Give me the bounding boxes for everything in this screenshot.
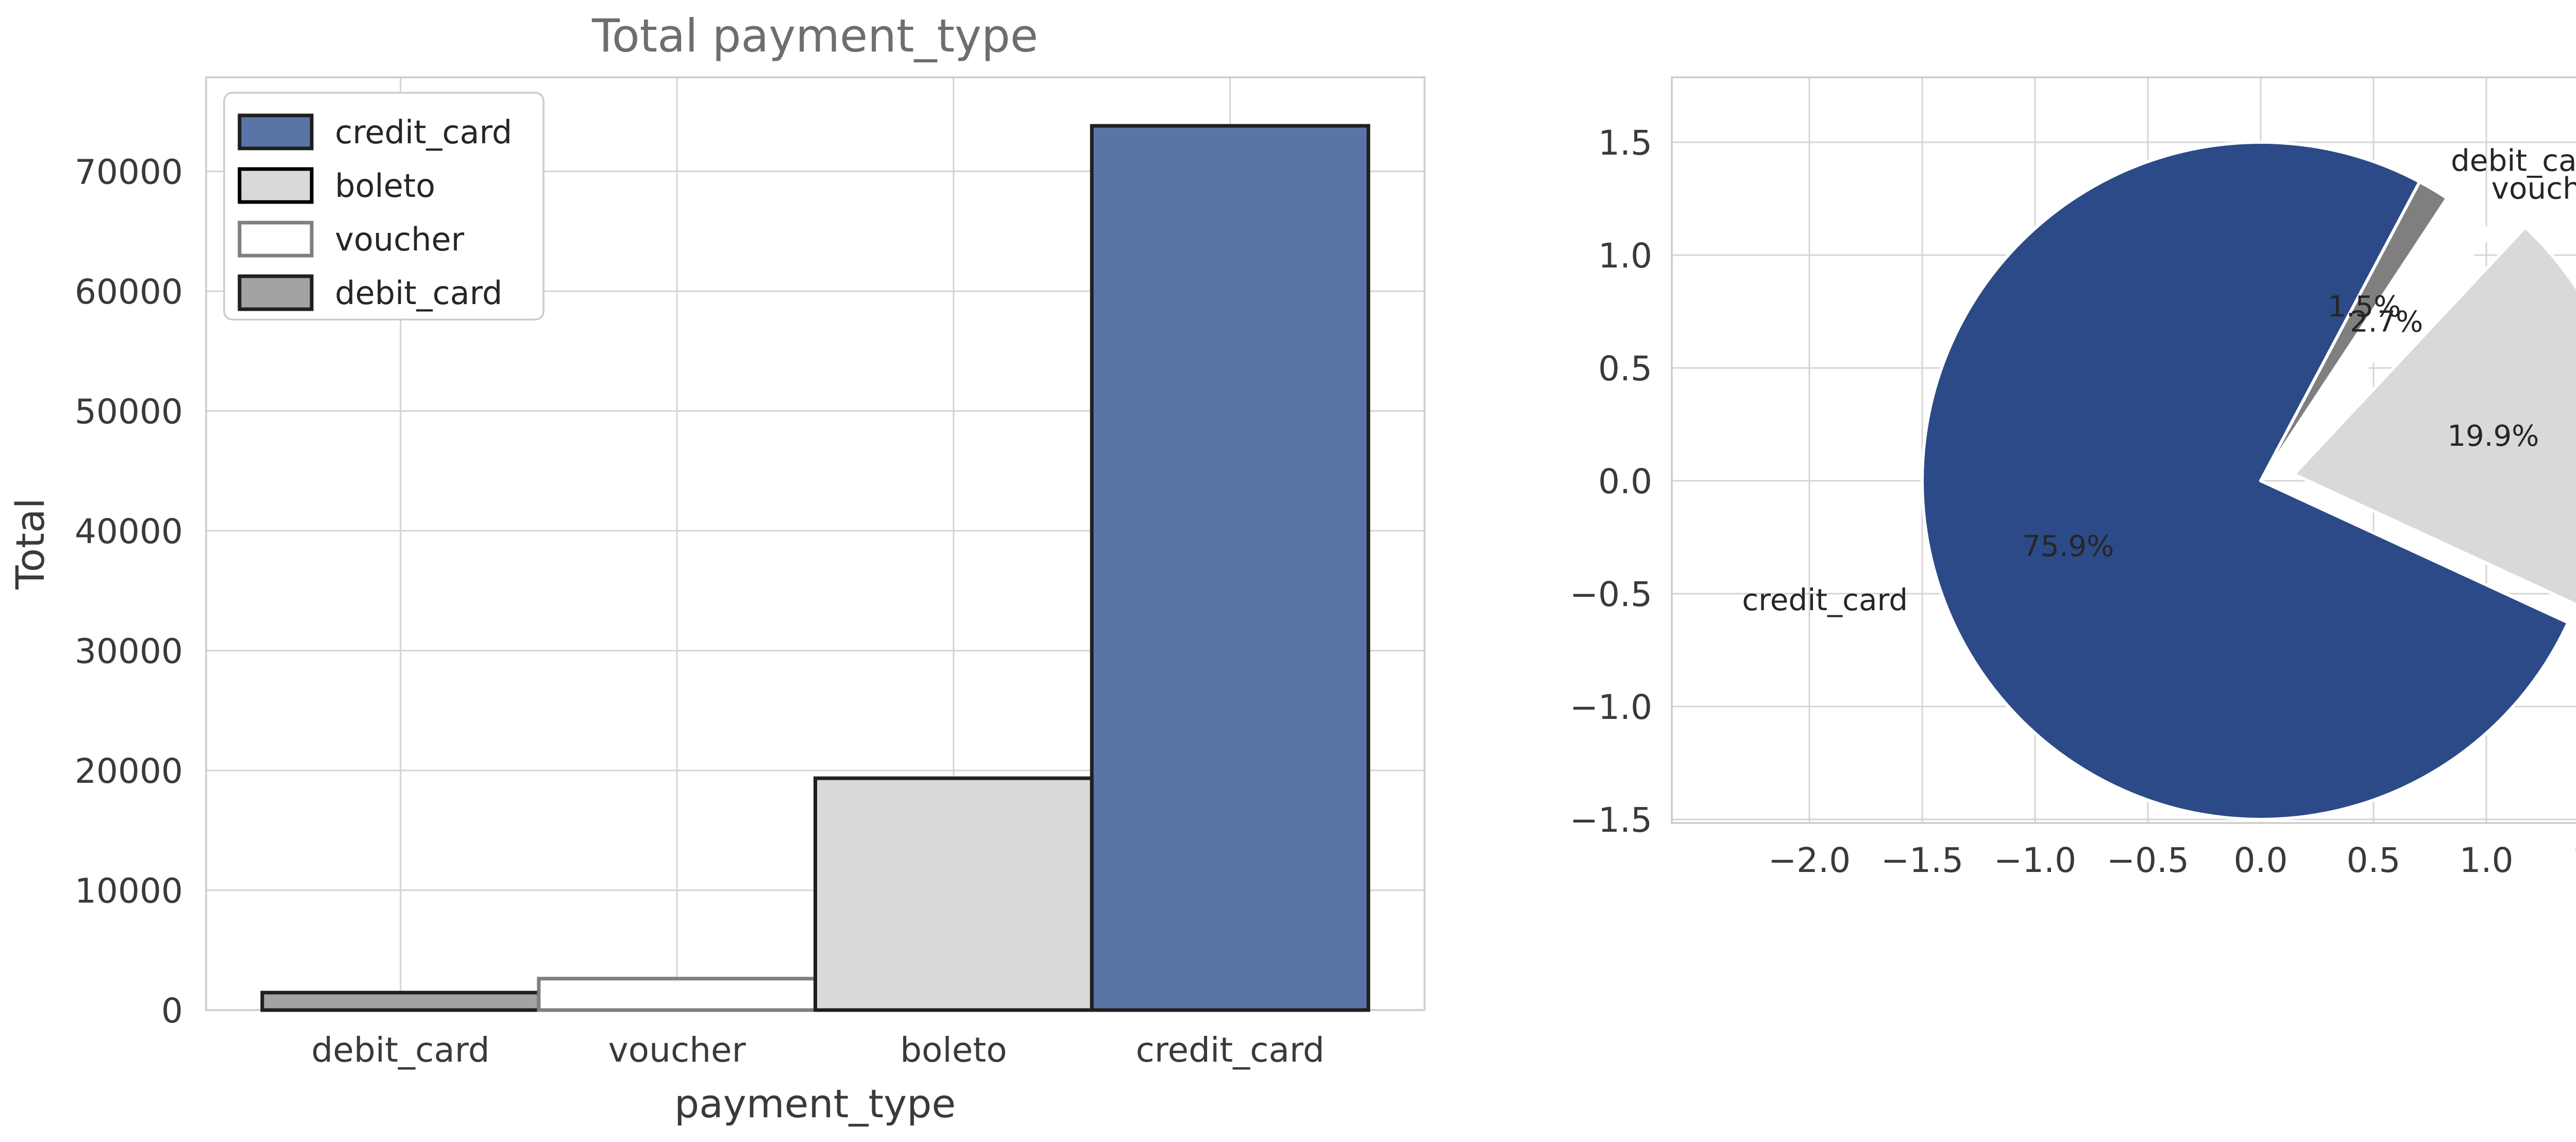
legend-label-boleto: boleto — [335, 167, 435, 205]
bar-y-tick-label: 20000 — [75, 751, 183, 791]
pie-x-tick-label: 0.0 — [2234, 841, 2288, 880]
pie-y-tick-label: −1.0 — [1570, 687, 1652, 727]
pie-label-credit_card: credit_card — [1742, 582, 1908, 617]
bar-x-tick-label: credit_card — [1136, 1030, 1324, 1070]
bar-y-tick-label: 60000 — [75, 272, 183, 312]
pie-y-tick-label: −1.5 — [1570, 800, 1652, 840]
legend-swatch-voucher — [238, 221, 314, 258]
bars-group — [260, 124, 1370, 1012]
bar-xaxis-label: payment_type — [674, 1081, 956, 1127]
bar-y-tick-labels: 0 10000 20000 30000 40000 50000 60000 70000 — [75, 153, 183, 1031]
legend-swatch-boleto — [238, 167, 314, 204]
pie-pct-label-boleto: 19.9% — [2447, 419, 2539, 453]
pie-x-tick-label: −1.0 — [1994, 841, 2076, 880]
pie-x-tick-label: 1.0 — [2460, 841, 2514, 880]
bar-voucher — [537, 977, 817, 1012]
pie-x-tick-label: 0.5 — [2347, 841, 2401, 880]
pie-wedge-credit_card — [1921, 141, 2570, 821]
bar-x-tick-label: debit_card — [311, 1030, 489, 1070]
bar-y-tick-label: 0 — [161, 991, 183, 1031]
bar-chart-title: Total payment_type — [591, 9, 1038, 62]
pie-y-tick-label: −0.5 — [1570, 575, 1652, 614]
pie-x-tick-label: 1.5 — [2572, 841, 2576, 880]
pie-subplot: 75.9% 19.9% 2.7%1.5% credit_cardboletovouc… — [1570, 76, 2576, 880]
legend-label-debit_card: debit_card — [335, 274, 502, 312]
bar-subplot: 0 10000 20000 30000 40000 50000 60000 70000 deb… — [7, 9, 1426, 1127]
bar-debit_card — [260, 990, 541, 1012]
pie-label-debit_card: debit_card — [2451, 143, 2576, 178]
bar-x-tick-label: voucher — [608, 1030, 747, 1070]
pie-pct-label-voucher: 2.7% — [2350, 305, 2423, 339]
pie-y-tick-label: 1.0 — [1598, 236, 1652, 276]
bar-y-tick-label: 40000 — [75, 512, 183, 551]
pie-x-tick-label: −1.5 — [1881, 841, 1963, 880]
pie-y-tick-label: 1.5 — [1598, 123, 1652, 163]
pie-pct-label-credit_card: 75.9% — [2022, 530, 2114, 563]
pie-pct-label-debit_card: 1.5% — [2328, 290, 2401, 324]
bar-credit_card — [1090, 124, 1370, 1012]
pie-y-tick-label: 0.5 — [1598, 349, 1652, 389]
bar-y-tick-label: 70000 — [75, 153, 183, 192]
bar-x-tick-label: boleto — [900, 1030, 1007, 1070]
legend-swatch-debit_card — [238, 274, 314, 311]
legend-label-credit_card: credit_card — [335, 113, 512, 151]
pie-x-tick-labels: −2.0−1.5−1.0−0.50.00.51.01.52.0 — [1768, 841, 2576, 880]
legend-swatch-credit_card — [238, 113, 314, 150]
bar-x-tick-labels: debit_card voucher boleto credit_card — [311, 1030, 1325, 1070]
pie-y-tick-labels: 1.5 1.0 0.5 0.0 −0.5 −1.0 −1.5 — [1570, 123, 1652, 840]
bar-yaxis-label: Total — [7, 498, 53, 590]
pie-wedge-debit_card — [2259, 180, 2449, 482]
pie-x-tick-label: −2.0 — [1768, 841, 1851, 880]
pie-y-tick-label: 0.0 — [1598, 462, 1652, 501]
pie-label-voucher: voucher — [2492, 171, 2576, 206]
bar-y-tick-label: 30000 — [75, 632, 183, 671]
pie-x-tick-label: −0.5 — [2107, 841, 2189, 880]
pie-wedge-boleto — [2292, 225, 2576, 607]
bar-y-tick-label: 50000 — [75, 392, 183, 432]
bar-boleto — [814, 776, 1094, 1012]
pie-wedges-group — [1921, 141, 2576, 821]
bar-y-tick-label: 10000 — [75, 871, 183, 911]
legend-label-voucher: voucher — [335, 221, 464, 258]
pie-percent-labels: 75.9% 19.9% 2.7%1.5% — [2022, 290, 2539, 563]
pie-plot-border — [1671, 76, 2576, 824]
